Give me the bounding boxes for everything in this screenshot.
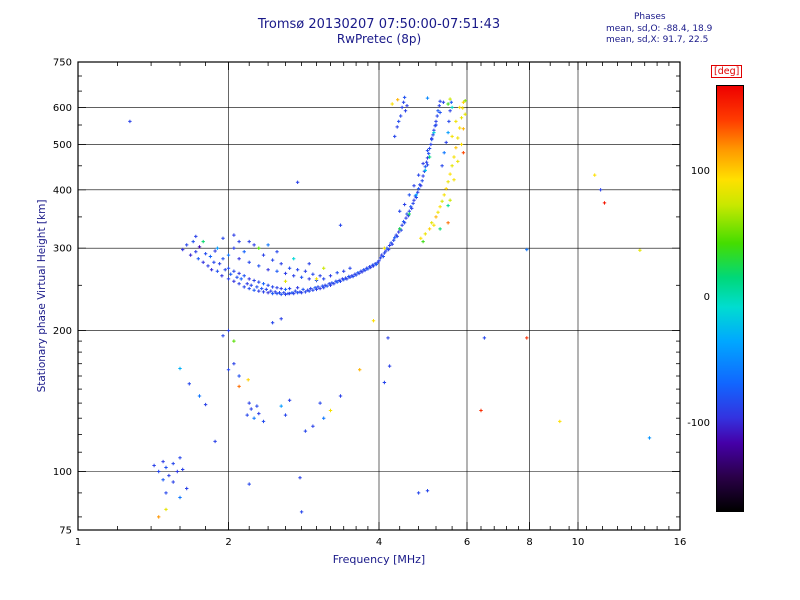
phases-x-stats: mean, sd,X: 91.7, 22.5 [606,35,709,46]
y-tick-label: 300 [53,244,72,255]
colorbar-tick-label: 0 [703,292,710,303]
phases-o-stats: mean, sd,O: -88.4, 18.9 [606,23,713,34]
phases-annotation: Phases mean, sd,O: -88.4, 18.9 mean, sd,… [606,12,712,47]
y-tick-label: 750 [53,58,72,69]
y-tick-label: 200 [53,326,72,337]
x-tick-label: 2 [225,537,231,548]
grid-lines [78,62,680,530]
x-axis-title: Frequency [MHz] [332,553,426,566]
x-tick-label: 1 [75,537,81,548]
plot-frame [77,61,681,531]
colorbar [716,85,744,512]
x-tick-label: 6 [464,537,470,548]
y-tick-label: 400 [53,185,72,196]
plot-title: Tromsø 20130207 07:50:00-07:51:43 [257,17,501,32]
x-tick-label: 16 [674,537,687,548]
y-tick-label: 100 [53,467,72,478]
x-tick-label: 8 [526,537,532,548]
y-tick-label: 600 [53,103,72,114]
x-tick-label: 10 [572,537,585,548]
x-tick-labels: 1 2 4 6 8 10 16 [75,537,687,548]
colorbar-tick-label: 100 [690,166,710,178]
phases-heading: Phases [634,12,666,22]
y-axis-title: Stationary phase Virtual Height [km] [36,199,48,393]
colorbar-unit-label: [deg] [711,65,743,78]
y-tick-label: 75 [59,526,72,537]
plot-subtitle: RwPretec (8p) [336,32,422,46]
y-tick-labels: 750 600 500 400 300 200 100 75 [53,58,72,537]
y-tick-label: 500 [53,140,72,151]
x-tick-label: 4 [376,537,382,548]
colorbar-tick-label: -100 [687,417,710,429]
scatter-points [128,95,652,519]
